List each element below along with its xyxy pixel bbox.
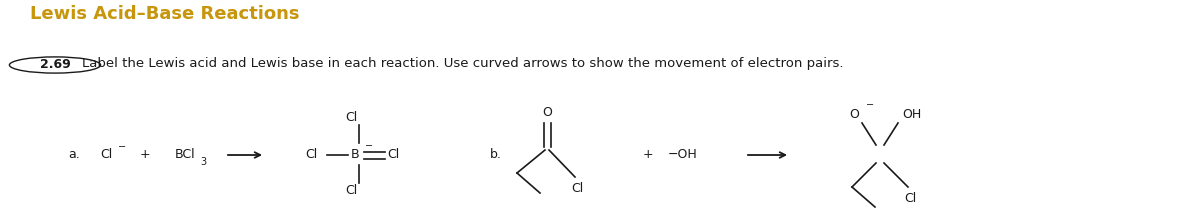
Text: O: O [542, 106, 552, 119]
Text: O: O [850, 108, 859, 121]
Text: BCl: BCl [175, 148, 196, 161]
Text: 3: 3 [200, 157, 206, 167]
Text: Lewis Acid–Base Reactions: Lewis Acid–Base Reactions [30, 5, 300, 23]
Text: Cl: Cl [904, 193, 917, 206]
Text: Label the Lewis acid and Lewis base in each reaction. Use curved arrows to show : Label the Lewis acid and Lewis base in e… [82, 56, 844, 69]
Text: +: + [643, 148, 653, 161]
Text: b.: b. [490, 148, 502, 161]
Text: Cl: Cl [100, 148, 113, 161]
Text: Cl: Cl [386, 148, 400, 161]
Text: −: − [118, 142, 126, 152]
Text: 2.69: 2.69 [40, 59, 71, 72]
Text: +: + [139, 148, 150, 161]
Text: OH: OH [902, 108, 922, 121]
Text: −: − [866, 100, 874, 110]
Text: Cl: Cl [344, 184, 358, 197]
Text: B: B [350, 148, 359, 161]
Text: −: − [365, 141, 373, 151]
Text: a.: a. [68, 148, 79, 161]
Text: Cl: Cl [344, 111, 358, 124]
Text: −OH: −OH [668, 148, 697, 161]
Text: Cl: Cl [571, 183, 583, 196]
Text: Cl: Cl [305, 148, 317, 161]
